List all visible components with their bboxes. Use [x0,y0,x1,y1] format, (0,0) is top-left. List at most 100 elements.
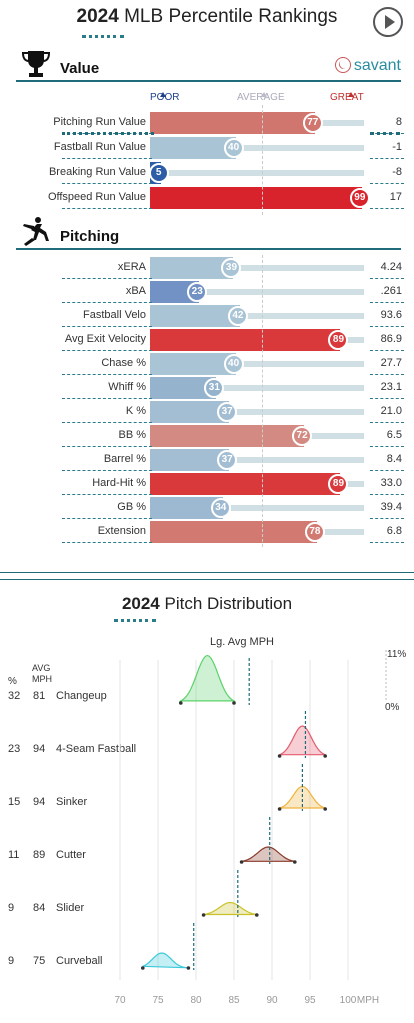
pitch-type-row[interactable]: 32 81 Changeup [0,690,150,708]
percentile-row[interactable]: 77 Pitching Run Value 8 [0,112,414,134]
metric-label: xBA [125,285,146,297]
percentile-row[interactable]: 78 Extension 6.8 [0,521,414,543]
row-divider [62,494,152,495]
percentile-badge: 40 [223,354,244,374]
percentile-row[interactable]: 40 Chase % 27.7 [0,353,414,375]
row-divider [370,326,404,327]
metric-label: Chase % [101,357,146,369]
pitch-type-row[interactable]: 9 75 Curveball [0,955,150,973]
percentile-badge: 39 [221,258,242,278]
pitch-type-name: Cutter [56,849,86,861]
percentile-row[interactable]: 37 K % 21.0 [0,401,414,423]
pitch-avg-mph: 84 [33,902,46,914]
range-endpoint [179,701,183,705]
percentile-bar [150,329,341,351]
title-underline [82,35,124,38]
percentile-row[interactable]: 23 xBA .261 [0,281,414,303]
percentile-row[interactable]: 5 Breaking Run Value -8 [0,162,414,184]
pitch-usage-pct: 9 [8,902,15,914]
metric-value: 93.6 [380,309,402,321]
metric-label: GB % [117,501,146,513]
percentile-row[interactable]: 72 BB % 6.5 [0,425,414,447]
percentile-bar [150,497,223,519]
pitch-type-name: Changeup [56,690,107,702]
pitch-type-row[interactable]: 23 94 4-Seam Fastball [0,743,150,761]
metric-label: Breaking Run Value [48,166,146,178]
metric-label: xERA [117,261,146,273]
density-curve [279,785,326,809]
row-divider [62,350,152,351]
metric-value: 27.7 [380,357,402,369]
percentile-track [150,170,364,176]
row-divider [370,518,404,519]
row-divider [62,302,152,303]
scale-poor-label: POOR [150,92,180,103]
percentile-row[interactable]: 37 Barrel % 8.4 [0,449,414,471]
percentile-badge: 78 [304,522,325,542]
metric-value: -1 [392,141,402,153]
percentile-badge: 99 [349,188,370,208]
percentile-track [150,457,364,463]
percentile-bar [150,281,200,303]
metric-value: 86.9 [380,333,402,345]
value-separator [62,132,154,135]
value-section-label: Value [60,60,100,77]
row-divider [62,374,152,375]
row-divider [62,422,152,423]
row-divider [62,208,152,209]
percentile-row[interactable]: 31 Whiff % 23.1 [0,377,414,399]
distribution-title-underline [114,619,156,622]
metric-value: 4.24 [380,261,402,273]
percentile-row[interactable]: 42 Fastball Velo 93.6 [0,305,414,327]
range-endpoint [141,966,145,970]
pitch-type-name: 4-Seam Fastball [56,743,137,755]
range-endpoint [232,701,236,705]
metric-label: Hard-Hit % [92,477,146,489]
metric-label: Avg Exit Velocity [64,333,146,345]
savant-logo[interactable]: savant [334,57,401,75]
percentile-row[interactable]: 39 xERA 4.24 [0,257,414,279]
play-icon[interactable] [373,7,403,37]
average-line [262,105,263,215]
percentile-row[interactable]: 34 GB % 39.4 [0,497,414,519]
range-endpoint [277,754,282,758]
row-divider [62,518,152,519]
percentile-bar [150,187,362,209]
great-marker-icon [348,92,354,97]
row-divider [370,278,404,279]
pitch-type-row[interactable]: 9 84 Slider [0,902,150,920]
percentile-row[interactable]: 40 Fastball Run Value -1 [0,137,414,159]
pitch-usage-pct: 15 [8,796,21,808]
percentile-row[interactable]: 89 Hard-Hit % 33.0 [0,473,414,495]
percentile-row[interactable]: 99 Offspeed Run Value 17 [0,187,414,209]
metric-value: 39.4 [380,501,402,513]
row-divider [370,208,404,209]
x-tick-label: 95 [304,995,316,1006]
density-curve [178,654,237,702]
percentile-row[interactable]: 89 Avg Exit Velocity 86.9 [0,329,414,351]
percentile-scale: POOR AVERAGE GREAT [150,92,364,112]
page-title: 2024 MLB Percentile Rankings [76,6,338,27]
percentile-badge: 40 [223,138,244,158]
pitch-type-row[interactable]: 15 94 Sinker [0,796,150,814]
distribution-title: 2024 Pitch Distribution [121,594,293,613]
percentile-badge: 77 [302,113,323,133]
section-divider [0,572,414,573]
metric-value: 33.0 [380,477,402,489]
pitcher-icon [23,217,49,246]
metric-label: Barrel % [103,453,146,465]
row-divider [62,278,152,279]
pitch-usage-pct: 23 [8,743,21,755]
scale-great-label: GREAT [330,92,364,103]
density-zero-label: 0% [385,702,400,713]
x-tick-label: 80 [190,995,202,1006]
metric-value: 8 [395,116,402,128]
row-divider [62,326,152,327]
pitch-distribution-chart: 70 75 80 85 90 95 100 MPH [114,650,387,1006]
row-divider [62,446,152,447]
percentile-track [150,289,364,295]
row-divider [370,470,404,471]
percentile-bar [150,112,315,134]
x-tick-label: 70 [114,995,126,1006]
pitch-type-row[interactable]: 11 89 Cutter [0,849,150,867]
